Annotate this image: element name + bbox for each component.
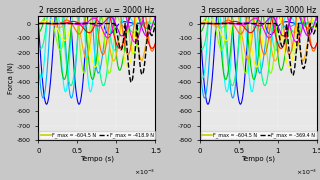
X-axis label: Tempo (s): Tempo (s) (241, 155, 275, 162)
Text: $\times 10^{-3}$: $\times 10^{-3}$ (134, 168, 156, 177)
Title: 3 ressonadores - ω = 3000 Hz: 3 ressonadores - ω = 3000 Hz (201, 6, 316, 15)
Y-axis label: Força (N): Força (N) (7, 62, 14, 94)
Title: 2 ressonadores - ω = 3000 Hz: 2 ressonadores - ω = 3000 Hz (39, 6, 155, 15)
Legend: F_max = -604.5 N, F_max = -369.4 N: F_max = -604.5 N, F_max = -369.4 N (201, 131, 316, 140)
Legend: F_max = -604.5 N, F_max = -418.9 N: F_max = -604.5 N, F_max = -418.9 N (39, 131, 155, 140)
Text: $\times 10^{-3}$: $\times 10^{-3}$ (295, 168, 317, 177)
X-axis label: Tempo (s): Tempo (s) (80, 155, 114, 162)
